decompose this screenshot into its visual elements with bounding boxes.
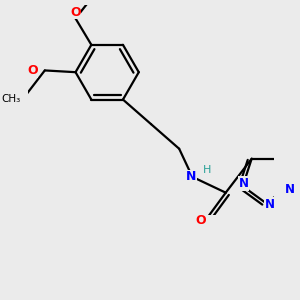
Text: N: N xyxy=(238,177,249,190)
Text: CH₃: CH₃ xyxy=(1,94,20,103)
Text: O: O xyxy=(195,214,206,227)
Text: N: N xyxy=(186,170,197,183)
Text: O: O xyxy=(27,64,38,77)
Text: N: N xyxy=(284,183,295,196)
Text: O: O xyxy=(70,6,81,19)
Text: N: N xyxy=(265,198,275,211)
Text: H: H xyxy=(203,165,212,175)
